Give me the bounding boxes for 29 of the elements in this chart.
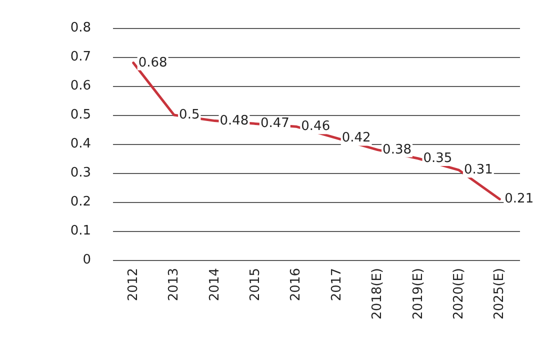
x-tick-label: 2019(E)	[410, 268, 426, 320]
data-label: 0.5	[179, 108, 200, 122]
x-tick-label: 2012	[126, 268, 141, 302]
data-label: 0.31	[464, 162, 493, 178]
x-tick-label: 2020(E)	[451, 268, 466, 320]
data-label: 0.68	[138, 55, 168, 70]
data-label: 0.47	[260, 116, 290, 132]
y-tick-label: 0	[82, 252, 91, 268]
y-tick-label: 0.5	[70, 108, 91, 122]
data-label: 0.46	[301, 119, 330, 134]
x-tick-label: 2014	[207, 268, 222, 302]
x-tick-label: 2018(E)	[370, 268, 386, 320]
data-label: 0.42	[342, 130, 371, 146]
y-tick-label: 0.1	[70, 224, 91, 238]
x-tick-label: 2025(E)	[492, 268, 508, 320]
data-label: 0.35	[423, 151, 452, 166]
x-tick-label: 2015	[248, 268, 263, 302]
x-tick-label: 2017	[329, 268, 344, 302]
y-tick-label: 0.3	[70, 166, 91, 180]
y-tick-label: 0.6	[70, 78, 91, 94]
data-label: 0.48	[220, 113, 249, 128]
y-tick-label: 0.7	[70, 50, 91, 64]
data-label: 0.38	[382, 142, 412, 158]
y-tick-label: 0.8	[70, 20, 91, 36]
data-label: 0.21	[504, 192, 534, 207]
y-tick-label: 0.4	[70, 136, 91, 152]
x-tick-label: 2013	[166, 268, 182, 302]
y-tick-label: 0.2	[70, 194, 91, 210]
x-tick-label: 2016	[288, 268, 304, 302]
